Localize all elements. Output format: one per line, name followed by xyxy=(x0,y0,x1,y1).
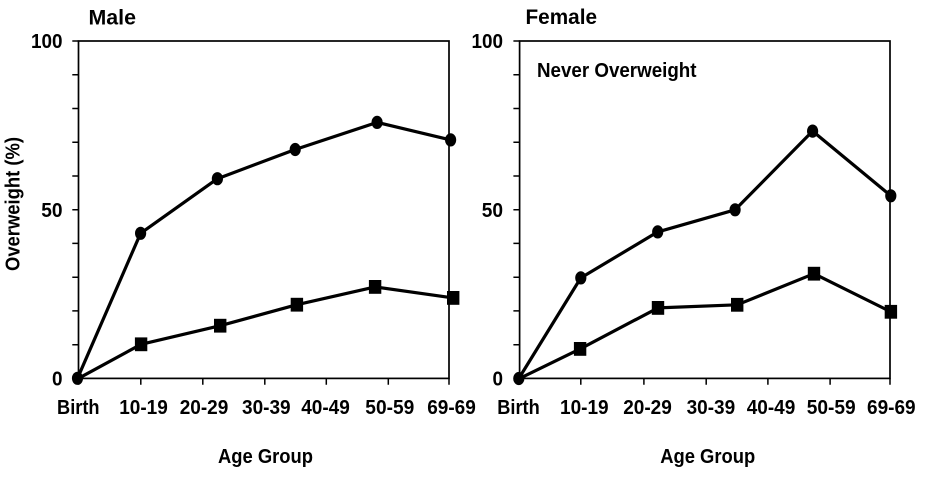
svg-text:100: 100 xyxy=(472,31,504,53)
svg-text:50: 50 xyxy=(41,200,62,222)
svg-text:50-59: 50-59 xyxy=(807,397,856,419)
svg-text:10-19: 10-19 xyxy=(119,397,168,419)
svg-text:69-69: 69-69 xyxy=(867,397,916,419)
svg-text:50: 50 xyxy=(482,200,503,222)
svg-text:Male: Male xyxy=(89,6,137,29)
svg-text:Overweight (%): Overweight (%) xyxy=(3,137,25,271)
svg-text:10-19: 10-19 xyxy=(560,397,609,419)
svg-text:30-39: 30-39 xyxy=(687,397,736,419)
svg-text:Birth: Birth xyxy=(57,397,100,419)
svg-text:40-49: 40-49 xyxy=(747,397,796,419)
svg-text:Never Overweight: Never Overweight xyxy=(537,60,697,82)
svg-text:Age Group: Age Group xyxy=(660,446,755,468)
svg-text:Female: Female xyxy=(526,6,598,29)
svg-text:20-29: 20-29 xyxy=(180,397,229,419)
svg-text:40-49: 40-49 xyxy=(301,397,350,419)
svg-text:Birth: Birth xyxy=(497,397,540,419)
svg-text:0: 0 xyxy=(52,369,63,391)
svg-text:50-59: 50-59 xyxy=(365,397,414,419)
svg-text:69-69: 69-69 xyxy=(427,397,476,419)
svg-text:20-29: 20-29 xyxy=(623,397,672,419)
svg-text:30-39: 30-39 xyxy=(242,397,291,419)
svg-text:Age Group: Age Group xyxy=(218,446,313,468)
svg-text:0: 0 xyxy=(493,369,504,391)
svg-text:100: 100 xyxy=(31,31,63,53)
